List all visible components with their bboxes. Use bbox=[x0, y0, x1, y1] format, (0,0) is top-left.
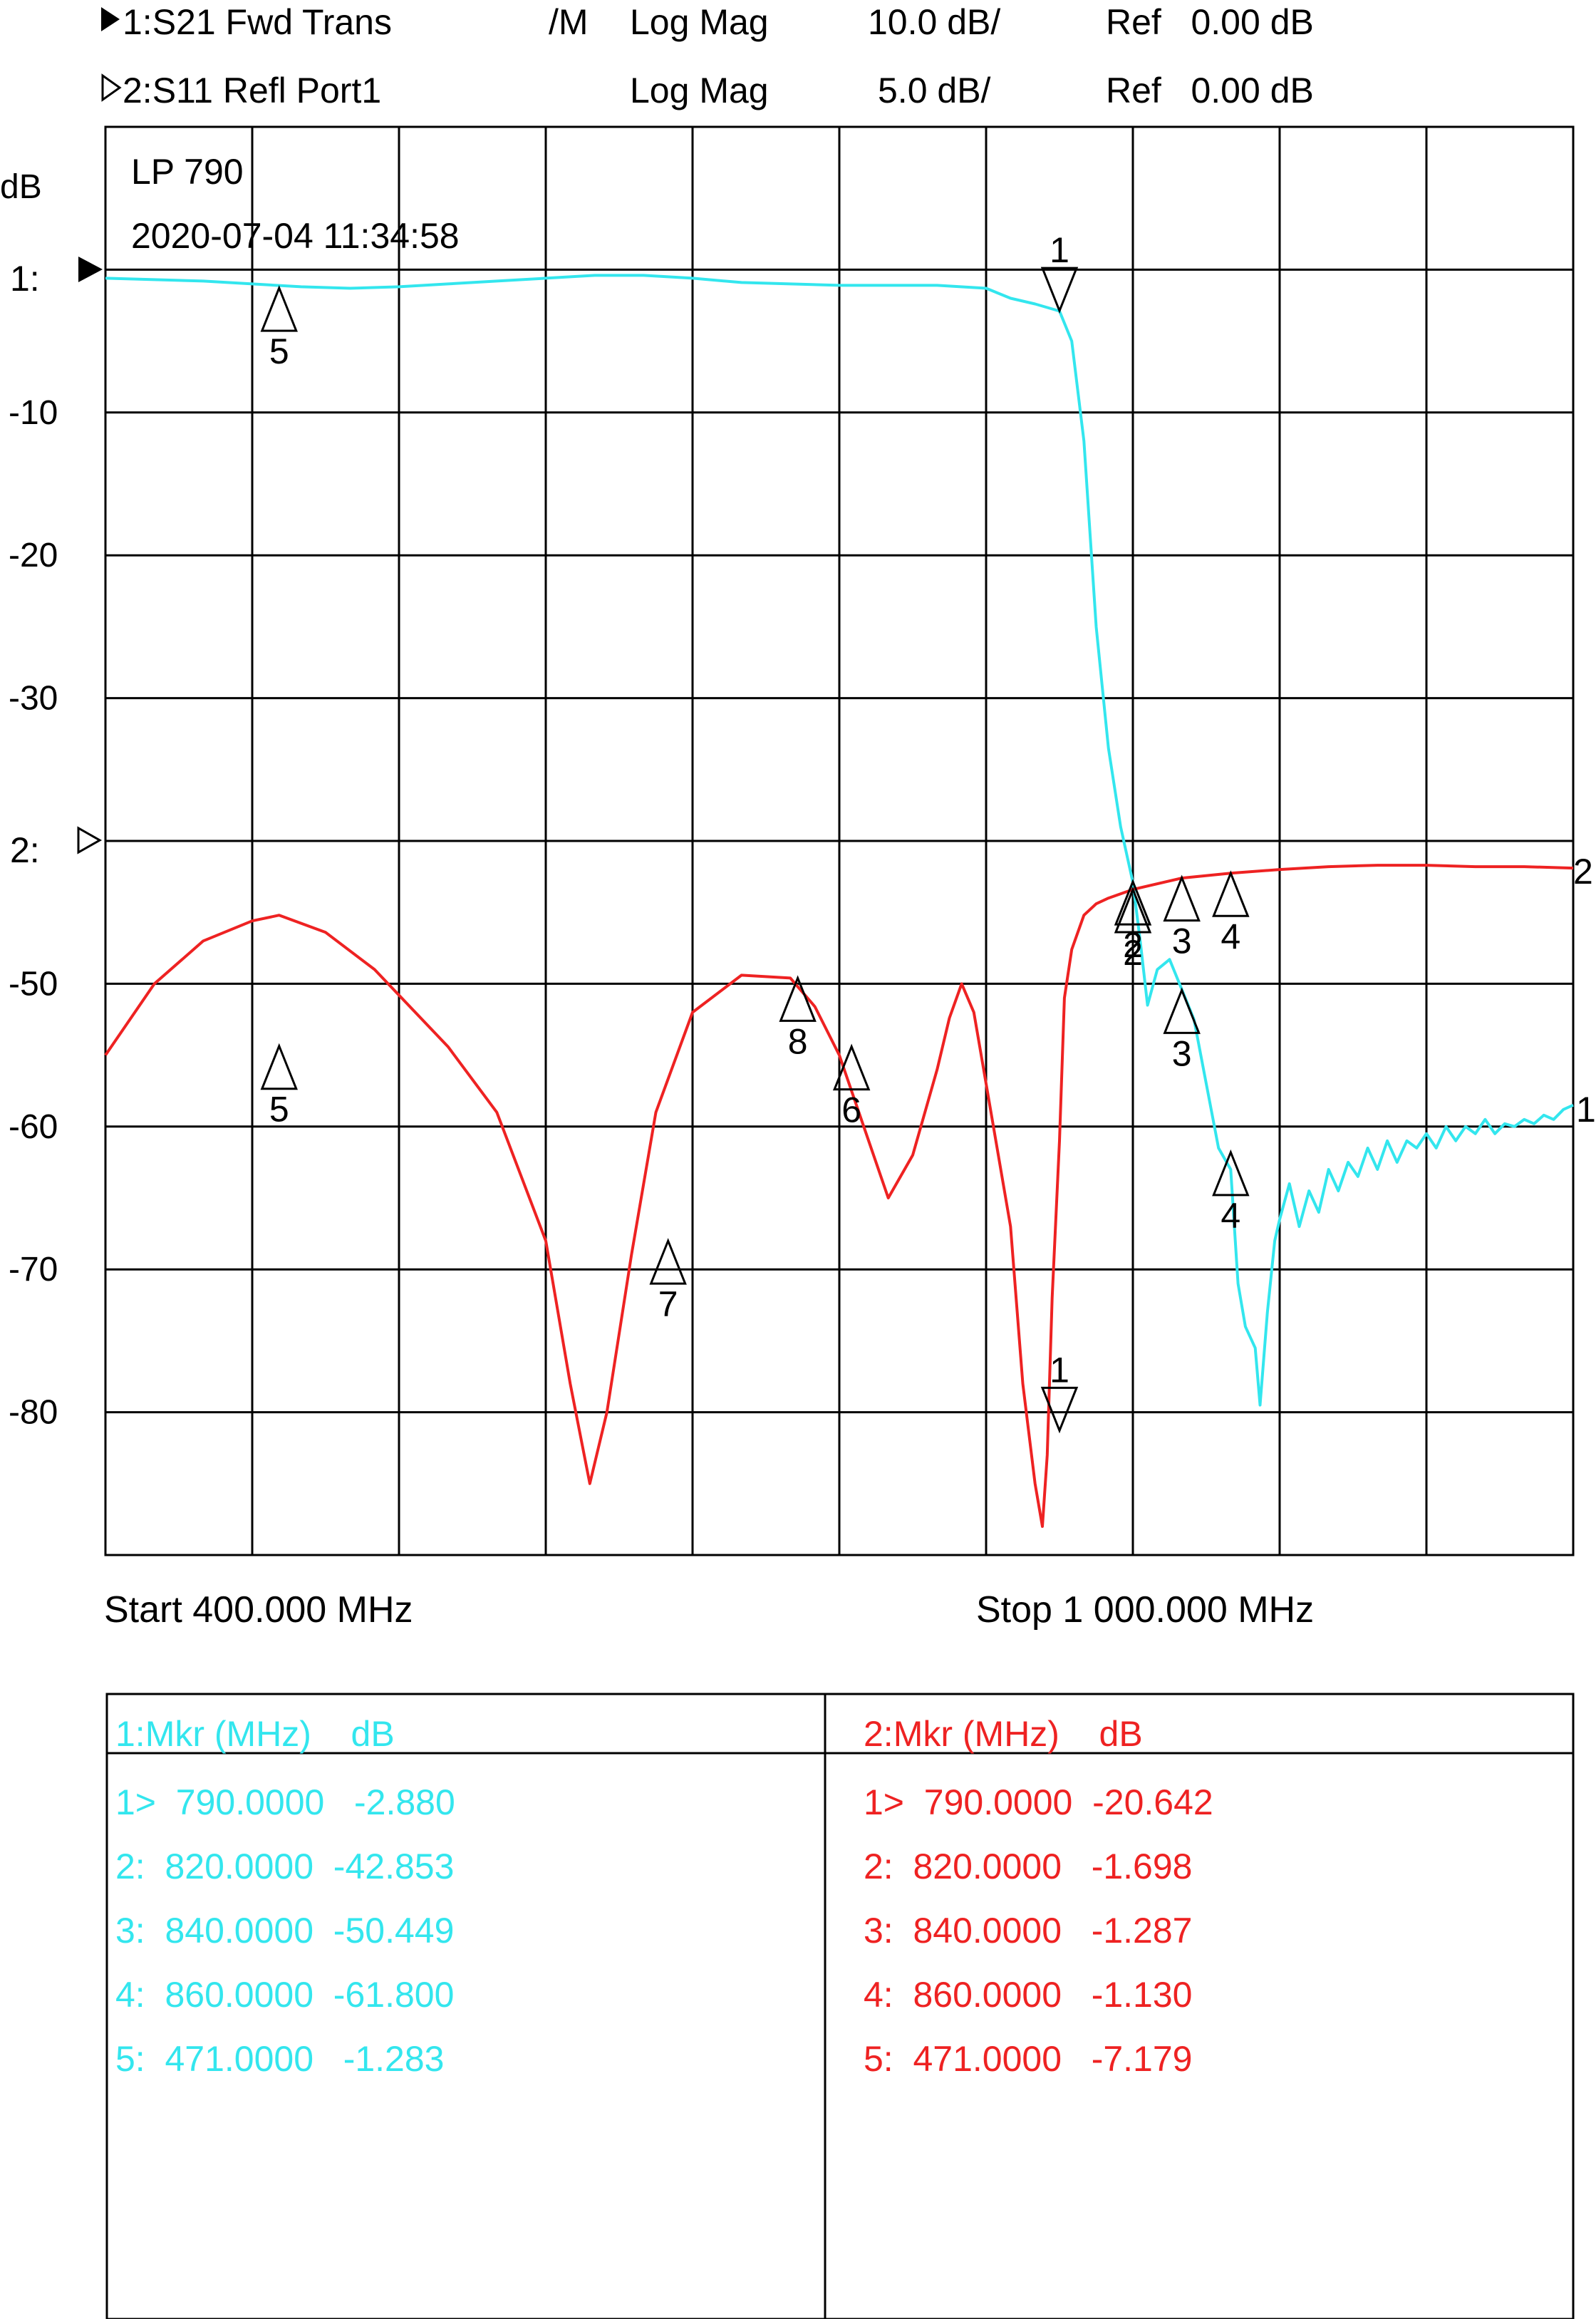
marker-2-4-icon bbox=[1212, 870, 1250, 917]
y-unit-label: dB bbox=[0, 168, 42, 206]
plot-timestamp: 2020-07-04 11:34:58 bbox=[131, 216, 460, 256]
marker-2-1-icon bbox=[1040, 1386, 1079, 1434]
marker-label: 3 bbox=[1172, 1033, 1192, 1073]
trace1-name: 1:S21 Fwd Trans bbox=[123, 2, 392, 42]
marker-table-trace1-row: 1> 790.0000 -2.880 bbox=[115, 1782, 455, 1822]
marker-1-5-icon bbox=[260, 285, 298, 332]
marker-table-trace1-row: 4: 860.0000 -61.800 bbox=[115, 1975, 454, 2015]
marker-table-trace2-row: 4: 860.0000 -1.130 bbox=[864, 1975, 1192, 2015]
trace-end-label-trace2: 2 bbox=[1573, 852, 1593, 892]
marker-table-trace1-row: 5: 471.0000 -1.283 bbox=[115, 2039, 444, 2079]
y-tick-labels: -10 -20 -30 -50 -60 -70 -80 bbox=[9, 394, 58, 1432]
y-tick-label: -10 bbox=[9, 394, 58, 432]
marker-table-trace1-header: 1:Mkr (MHz) dB bbox=[115, 1714, 395, 1754]
marker-table-trace2-row: 2: 820.0000 -1.698 bbox=[864, 1847, 1192, 1886]
marker-table bbox=[105, 1693, 1575, 2319]
marker-2-3-icon bbox=[1163, 874, 1201, 922]
y-tick-label: -20 bbox=[9, 537, 58, 574]
trace1-format: Log Mag bbox=[630, 2, 769, 42]
marker-1-1-icon bbox=[1040, 267, 1079, 314]
marker-label: 5 bbox=[269, 331, 289, 371]
trace2-name: 2:S11 Refl Port1 bbox=[123, 71, 381, 110]
y-tick-label: -80 bbox=[9, 1394, 58, 1432]
marker-label: 2 bbox=[1123, 933, 1143, 973]
stop-frequency-label: Stop 1 000.000 MHz bbox=[976, 1589, 1314, 1631]
marker-2-2-icon bbox=[1114, 887, 1152, 934]
trace2-format: Log Mag bbox=[630, 71, 769, 110]
y-tick-label: -30 bbox=[9, 680, 58, 718]
marker-label: 8 bbox=[788, 1021, 808, 1061]
trace1-scale: 10.0 dB/ bbox=[868, 2, 1000, 42]
marker-2-5-icon bbox=[260, 1043, 298, 1090]
ref-label-trace1: 1: bbox=[10, 259, 40, 299]
marker-label: 1 bbox=[1050, 230, 1069, 270]
trace1-header: 1:S21 Fwd Trans /M Log Mag 10.0 dB/ Ref … bbox=[101, 2, 1314, 42]
marker-table-trace2: 2:Mkr (MHz) dB 1> 790.0000 -20.642 2: 82… bbox=[864, 1714, 1213, 2079]
marker-label: 4 bbox=[1221, 1196, 1240, 1236]
marker-label: 5 bbox=[269, 1090, 289, 1130]
y-tick-label: -50 bbox=[9, 965, 58, 1003]
plot-grid bbox=[104, 125, 1575, 1556]
marker-table-trace1: 1:Mkr (MHz) dB 1> 790.0000 -2.880 2: 820… bbox=[115, 1714, 455, 2079]
ref-label-trace2: 2: bbox=[10, 830, 40, 870]
marker-label: 3 bbox=[1172, 921, 1192, 961]
marker-label: 4 bbox=[1221, 916, 1240, 956]
ref-pointer-trace2-icon bbox=[77, 826, 103, 854]
trace2-scale: 5.0 dB/ bbox=[878, 71, 991, 110]
marker-1-2-icon bbox=[1114, 879, 1152, 926]
trace2-header: 2:S11 Refl Port1 Log Mag 5.0 dB/ Ref 0.0… bbox=[101, 71, 1314, 110]
trace1-ref: Ref 0.00 dB bbox=[1106, 2, 1314, 42]
marker-table-trace2-row: 3: 840.0000 -1.287 bbox=[864, 1911, 1192, 1951]
trace-line-1 bbox=[105, 274, 1574, 1407]
marker-table-trace1-row: 2: 820.0000 -42.853 bbox=[115, 1847, 454, 1886]
trace1-memory: /M bbox=[549, 2, 589, 42]
trace-line-2 bbox=[104, 864, 1574, 1528]
marker-table-trace2-row: 5: 471.0000 -7.179 bbox=[864, 2039, 1192, 2079]
marker-table-trace2-header: 2:Mkr (MHz) dB bbox=[864, 1714, 1143, 1754]
start-frequency-label: Start 400.000 MHz bbox=[104, 1589, 413, 1631]
marker-2-7-icon bbox=[649, 1238, 687, 1285]
ref-pointer-trace1-icon bbox=[78, 257, 103, 282]
marker-2-8-icon bbox=[779, 975, 817, 1022]
marker-table-trace1-row: 3: 840.0000 -50.449 bbox=[115, 1911, 454, 1951]
trace-arrow-icon bbox=[101, 73, 122, 102]
marker-1-4-icon bbox=[1212, 1149, 1250, 1197]
marker-1-3-icon bbox=[1163, 987, 1201, 1034]
trace-end-label-trace1: 1 bbox=[1576, 1090, 1596, 1130]
y-tick-label: -70 bbox=[9, 1251, 58, 1288]
marker-label: 6 bbox=[841, 1090, 861, 1130]
marker-2-6-icon bbox=[832, 1043, 871, 1091]
marker-table-frame bbox=[105, 1693, 1575, 2319]
traces bbox=[104, 274, 1574, 1528]
y-tick-label: -60 bbox=[9, 1108, 58, 1146]
marker-label: 1 bbox=[1050, 1350, 1069, 1390]
trace2-ref: Ref 0.00 dB bbox=[1106, 71, 1314, 110]
marker-table-trace2-row: 1> 790.0000 -20.642 bbox=[864, 1782, 1213, 1822]
plot-title: LP 790 bbox=[131, 152, 244, 192]
active-trace-arrow-icon bbox=[101, 7, 120, 31]
marker-label: 7 bbox=[658, 1284, 678, 1324]
